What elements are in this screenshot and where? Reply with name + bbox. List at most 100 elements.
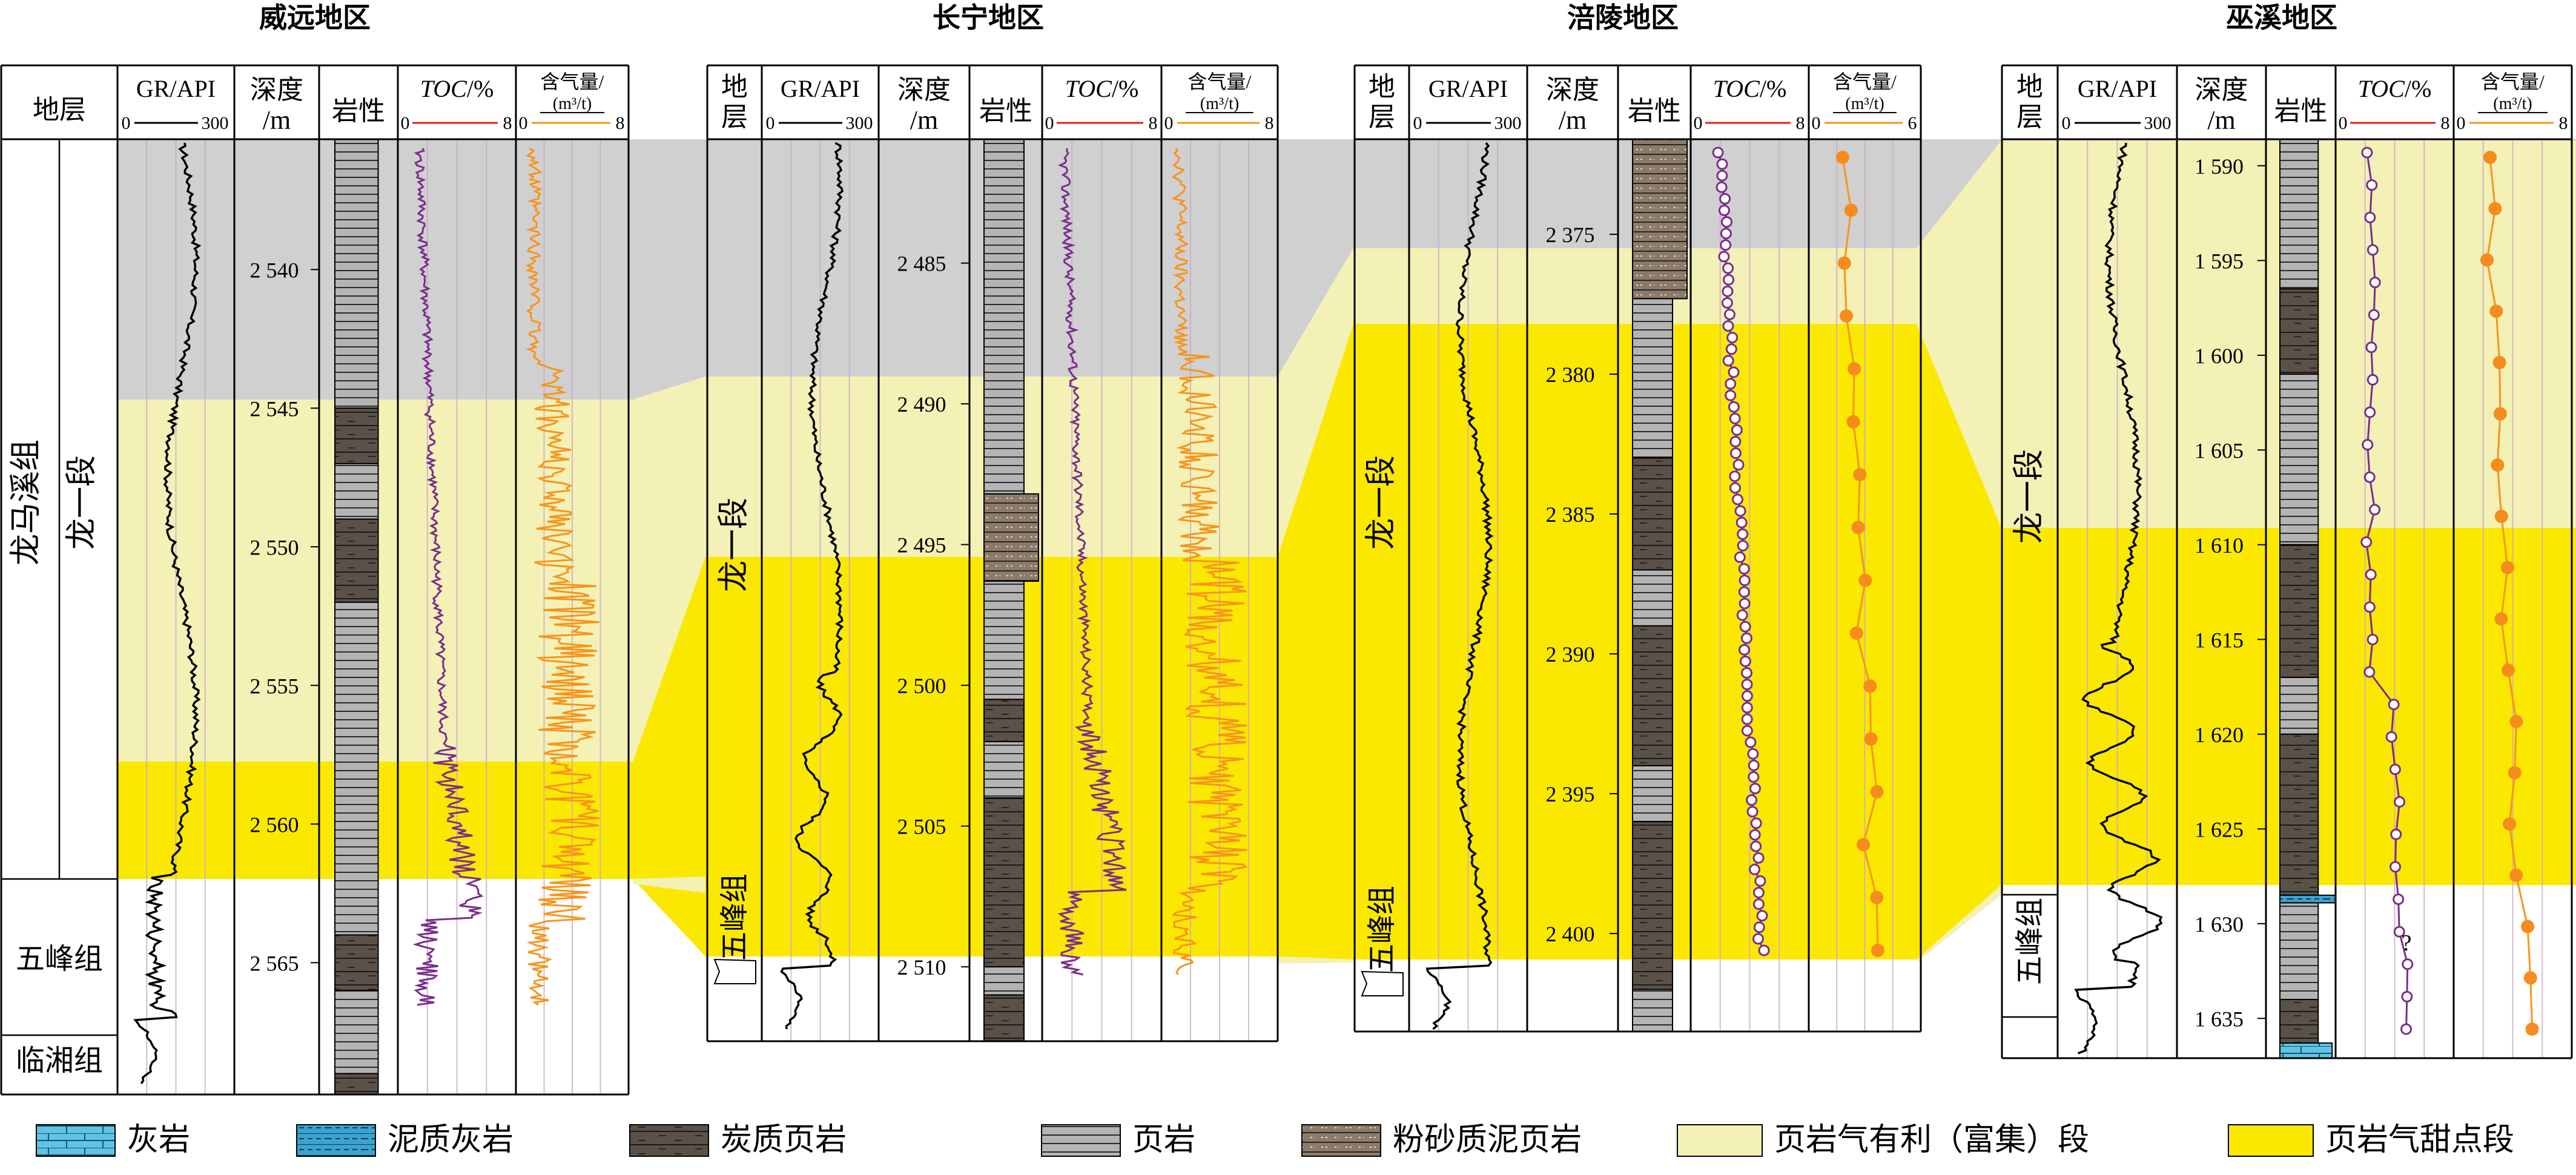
gas-point bbox=[1857, 838, 1871, 852]
depth-tick-label: 2 555 bbox=[250, 674, 299, 698]
toc-point bbox=[1739, 574, 1751, 587]
depth-tick-label: 2 510 bbox=[897, 955, 946, 979]
gas-point bbox=[1844, 203, 1858, 217]
lithology-shale bbox=[1632, 298, 1673, 459]
toc-point bbox=[1719, 193, 1731, 205]
toc-point bbox=[1753, 921, 1765, 933]
legend-item: 粉砂质泥页岩 bbox=[1301, 1123, 1582, 1157]
toc-point bbox=[2364, 406, 2376, 418]
well-2: 长宁地区 2 485 2 490 2 495 2 500 2 505 2 510 地层 GR/A… bbox=[706, 2, 1279, 1042]
toc-point bbox=[1716, 170, 1728, 182]
lithology-carbon bbox=[2279, 733, 2319, 896]
gray-connector bbox=[1278, 139, 1353, 377]
toc-point bbox=[1735, 516, 1748, 528]
lithology-shale bbox=[983, 139, 1025, 495]
depth-tick-label: 2 505 bbox=[897, 815, 946, 839]
toc-point bbox=[1749, 783, 1762, 795]
toc-point bbox=[2402, 958, 2414, 970]
toc-point bbox=[1731, 493, 1743, 505]
depth-header: 深度 bbox=[897, 75, 951, 105]
annotation-question: ? bbox=[2402, 930, 2412, 956]
gas-scale-max: 8 bbox=[1265, 113, 1274, 133]
strata-header: 层 bbox=[2016, 102, 2043, 132]
gas-point bbox=[1851, 521, 1865, 535]
depth-header: 深度 bbox=[1546, 75, 1599, 105]
gas-point bbox=[1870, 890, 1884, 904]
lithology-carbon bbox=[983, 699, 1025, 743]
toc-scale-max: 8 bbox=[2441, 113, 2450, 133]
toc-point bbox=[2363, 666, 2376, 678]
gr-scale-max: 300 bbox=[202, 113, 229, 133]
toc-point bbox=[1748, 771, 1760, 783]
lithology-shale bbox=[983, 581, 1025, 700]
toc-point bbox=[2369, 504, 2381, 516]
lithology-carbon bbox=[2279, 999, 2319, 1044]
toc-scale-min: 0 bbox=[1045, 113, 1054, 133]
toc-point bbox=[1722, 262, 1734, 274]
toc-point bbox=[1737, 539, 1749, 551]
depth-tick-label: 2 390 bbox=[1546, 642, 1595, 666]
toc-point bbox=[1731, 424, 1743, 436]
gas-point bbox=[2525, 1022, 2539, 1036]
depth-header: 深度 bbox=[250, 75, 303, 105]
formation-label: 龙一段 bbox=[65, 455, 99, 550]
toc-point bbox=[1750, 840, 1762, 852]
gas-unit: (m³/t) bbox=[1200, 94, 1239, 113]
legend-item: 页岩气甜点段 bbox=[2228, 1123, 2514, 1157]
favorable-connector bbox=[1278, 956, 1353, 964]
gas-header: 含气量/ bbox=[541, 71, 604, 93]
depth-tick-label: 2 565 bbox=[250, 951, 299, 975]
legend: 灰岩 泥质灰岩 炭质页岩 页岩 粉砂质泥页岩 页岩气有利（富集）段 页岩气甜点段 bbox=[36, 1123, 2514, 1157]
legend-swatch bbox=[296, 1124, 376, 1157]
lithology-marl bbox=[2279, 894, 2336, 904]
toc-scale-max: 8 bbox=[1149, 113, 1158, 133]
toc-point bbox=[2388, 699, 2400, 711]
legend-swatch bbox=[629, 1124, 709, 1157]
toc-point bbox=[1749, 829, 1761, 841]
toc-point bbox=[2361, 146, 2373, 159]
gas-point bbox=[1858, 573, 1872, 587]
toc-point bbox=[1756, 910, 1768, 922]
gas-curve bbox=[1841, 157, 1879, 951]
gas-scale-min: 0 bbox=[2457, 113, 2466, 133]
legend-item: 页岩 bbox=[1041, 1123, 1195, 1157]
lithology-carbon bbox=[983, 994, 1025, 1042]
toc-point bbox=[1752, 852, 1765, 864]
gas-point bbox=[2488, 202, 2502, 216]
depth-unit: /m bbox=[2207, 105, 2235, 135]
litho-header: 岩性 bbox=[332, 96, 385, 126]
depth-tick-label: 2 560 bbox=[250, 812, 299, 837]
strata-header: 地 bbox=[1369, 72, 1395, 102]
lithology-lime bbox=[2279, 1042, 2333, 1059]
toc-point bbox=[1723, 308, 1735, 320]
toc-point bbox=[1722, 320, 1734, 332]
toc-point bbox=[1746, 794, 1758, 806]
toc-point bbox=[2385, 731, 2397, 743]
toc-point bbox=[1750, 817, 1762, 829]
depth-tick-label: 1 600 bbox=[2195, 344, 2244, 368]
toc-point bbox=[1712, 146, 1724, 159]
gas-point bbox=[2509, 714, 2523, 728]
toc-point bbox=[1741, 679, 1753, 691]
well-title: 巫溪地区 bbox=[2226, 2, 2337, 33]
gas-point bbox=[1848, 362, 1861, 376]
litho-header: 岩性 bbox=[979, 96, 1032, 126]
toc-unit: /% bbox=[2405, 75, 2431, 102]
formation-label: 五峰组 bbox=[16, 943, 103, 975]
toc-point bbox=[1749, 863, 1761, 875]
toc-point bbox=[2360, 536, 2373, 548]
toc-point bbox=[1741, 702, 1753, 714]
gas-point bbox=[1864, 732, 1878, 746]
gr-header: GR/API bbox=[136, 75, 216, 102]
gas-point bbox=[2523, 971, 2537, 985]
toc-point bbox=[1728, 366, 1740, 378]
toc-point bbox=[2363, 601, 2376, 613]
depth-tick-label: 2 540 bbox=[250, 258, 299, 282]
toc-point bbox=[2400, 1023, 2413, 1035]
litho-header: 岩性 bbox=[1628, 96, 1681, 126]
legend-label: 灰岩 bbox=[127, 1123, 190, 1157]
toc-point bbox=[1752, 933, 1765, 945]
gas-unit: (m³/t) bbox=[553, 94, 592, 113]
depth-tick-label: 2 500 bbox=[897, 674, 946, 698]
toc-point bbox=[2394, 796, 2406, 808]
